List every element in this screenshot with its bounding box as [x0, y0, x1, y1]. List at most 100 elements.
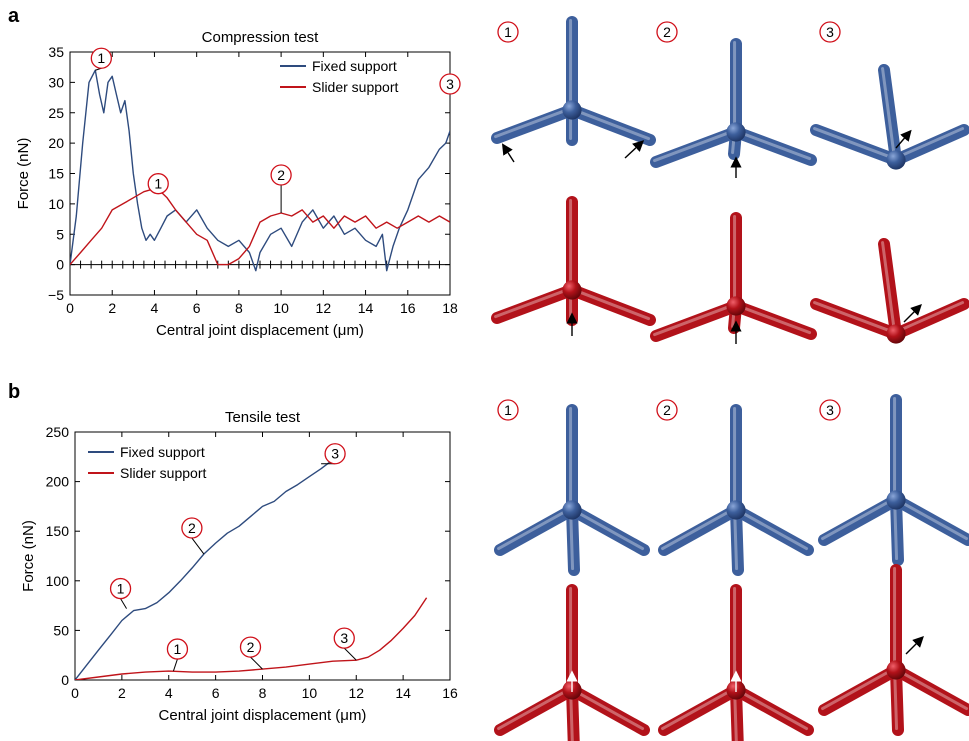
model-highlight [569, 107, 651, 141]
callout-circle [333, 627, 355, 649]
callout-label: 3 [331, 446, 339, 462]
slider-support-model [658, 584, 814, 741]
model-joint [886, 324, 906, 344]
x-tick-label: 4 [165, 685, 173, 701]
y-tick-label: 250 [46, 424, 70, 440]
x-tick-label: 6 [212, 685, 220, 701]
model-highlight [821, 497, 897, 541]
x-tick-label: 10 [273, 300, 289, 316]
model-highlight [569, 507, 645, 551]
y-axis-label: Force (nN) [15, 138, 32, 210]
model-callout-label: 1 [504, 24, 512, 40]
series-line-slider-support [70, 187, 450, 266]
x-tick-label: 0 [66, 300, 74, 316]
model-limb [730, 300, 817, 340]
callout-circle [90, 47, 112, 69]
y-tick-label: 200 [46, 474, 70, 490]
fixed-support-model [494, 404, 650, 576]
model-highlight [569, 687, 645, 731]
model-callout-label: 1 [504, 402, 512, 418]
fixed-support-model [650, 38, 817, 168]
model-limb [566, 104, 656, 146]
y-tick-label: 0 [56, 257, 64, 273]
model-highlight [881, 241, 897, 335]
panel-letter-a: a [8, 5, 20, 27]
model-limb [650, 300, 742, 342]
model-joint [562, 100, 582, 120]
callout-leader [120, 598, 127, 609]
model-highlight [893, 497, 969, 541]
callout-leader [172, 658, 178, 672]
fixed-support-model [810, 64, 969, 170]
fixed-support-model [818, 394, 969, 566]
x-tick-label: 2 [108, 300, 116, 316]
callout-circle [147, 173, 169, 195]
model-highlight [881, 67, 897, 161]
model-joint [886, 150, 906, 170]
slider-support-model [494, 584, 650, 741]
model-limb [730, 504, 744, 576]
model-limb [566, 284, 656, 326]
series-line-fixed-support [70, 69, 450, 272]
x-axis-label: Central joint displacement (μm) [159, 707, 367, 724]
model-arrow [624, 140, 645, 159]
model-highlight [497, 507, 573, 551]
callout-label: 3 [340, 630, 348, 646]
y-tick-label: 10 [48, 196, 64, 212]
model-callout-circle [497, 399, 519, 421]
model-arrow [501, 143, 515, 163]
model-limb [491, 104, 578, 144]
y-tick-label: 100 [46, 573, 70, 589]
model-joint [726, 122, 746, 142]
x-tick-label: 12 [348, 685, 364, 701]
callout-circle [439, 73, 461, 95]
x-tick-label: 6 [193, 300, 201, 316]
model-highlight [497, 687, 573, 731]
callout-leader [250, 656, 263, 670]
callout-label: 2 [188, 520, 196, 536]
model-highlight [733, 303, 812, 335]
callout-label: 1 [97, 50, 105, 66]
callout-circle [324, 443, 346, 465]
callout-circle [166, 638, 189, 660]
chart-title: Tensile test [225, 409, 301, 426]
model-limb [818, 664, 902, 716]
model-limb [658, 504, 742, 556]
model-limb [730, 126, 817, 166]
model-limb [890, 664, 904, 736]
y-tick-label: 30 [48, 74, 64, 90]
x-tick-label: 16 [400, 300, 416, 316]
model-highlight [661, 687, 737, 731]
model-highlight [893, 301, 965, 335]
model-joint [886, 660, 906, 680]
model-limb [878, 238, 902, 340]
y-tick-label: 35 [48, 44, 64, 60]
callout-label: 1 [174, 641, 182, 657]
x-tick-label: 12 [316, 300, 332, 316]
panel-letter-b: b [8, 381, 20, 403]
model-highlight [733, 507, 809, 551]
model-highlight [653, 129, 737, 163]
x-axis-label: Central joint displacement (μm) [156, 322, 364, 339]
model-arrow [905, 636, 924, 655]
legend-entry: Slider support [120, 465, 206, 481]
legend-entry: Fixed support [120, 444, 205, 460]
callout-label: 1 [154, 176, 162, 192]
model-callout-circle [819, 399, 841, 421]
legend-entry: Slider support [312, 79, 398, 95]
model-limb [730, 684, 814, 736]
model-limb [730, 504, 814, 556]
callout-label: 2 [277, 167, 285, 183]
model-callout-label: 2 [663, 402, 671, 418]
model-callout-circle [656, 21, 678, 43]
model-highlight [893, 127, 965, 161]
model-highlight [661, 507, 737, 551]
model-joint [562, 500, 582, 520]
series-line-slider-support [75, 597, 428, 680]
model-limb [890, 124, 969, 166]
model-highlight [733, 687, 809, 731]
model-highlight [494, 287, 573, 319]
model-callout-label: 3 [826, 24, 834, 40]
model-highlight [893, 667, 969, 711]
